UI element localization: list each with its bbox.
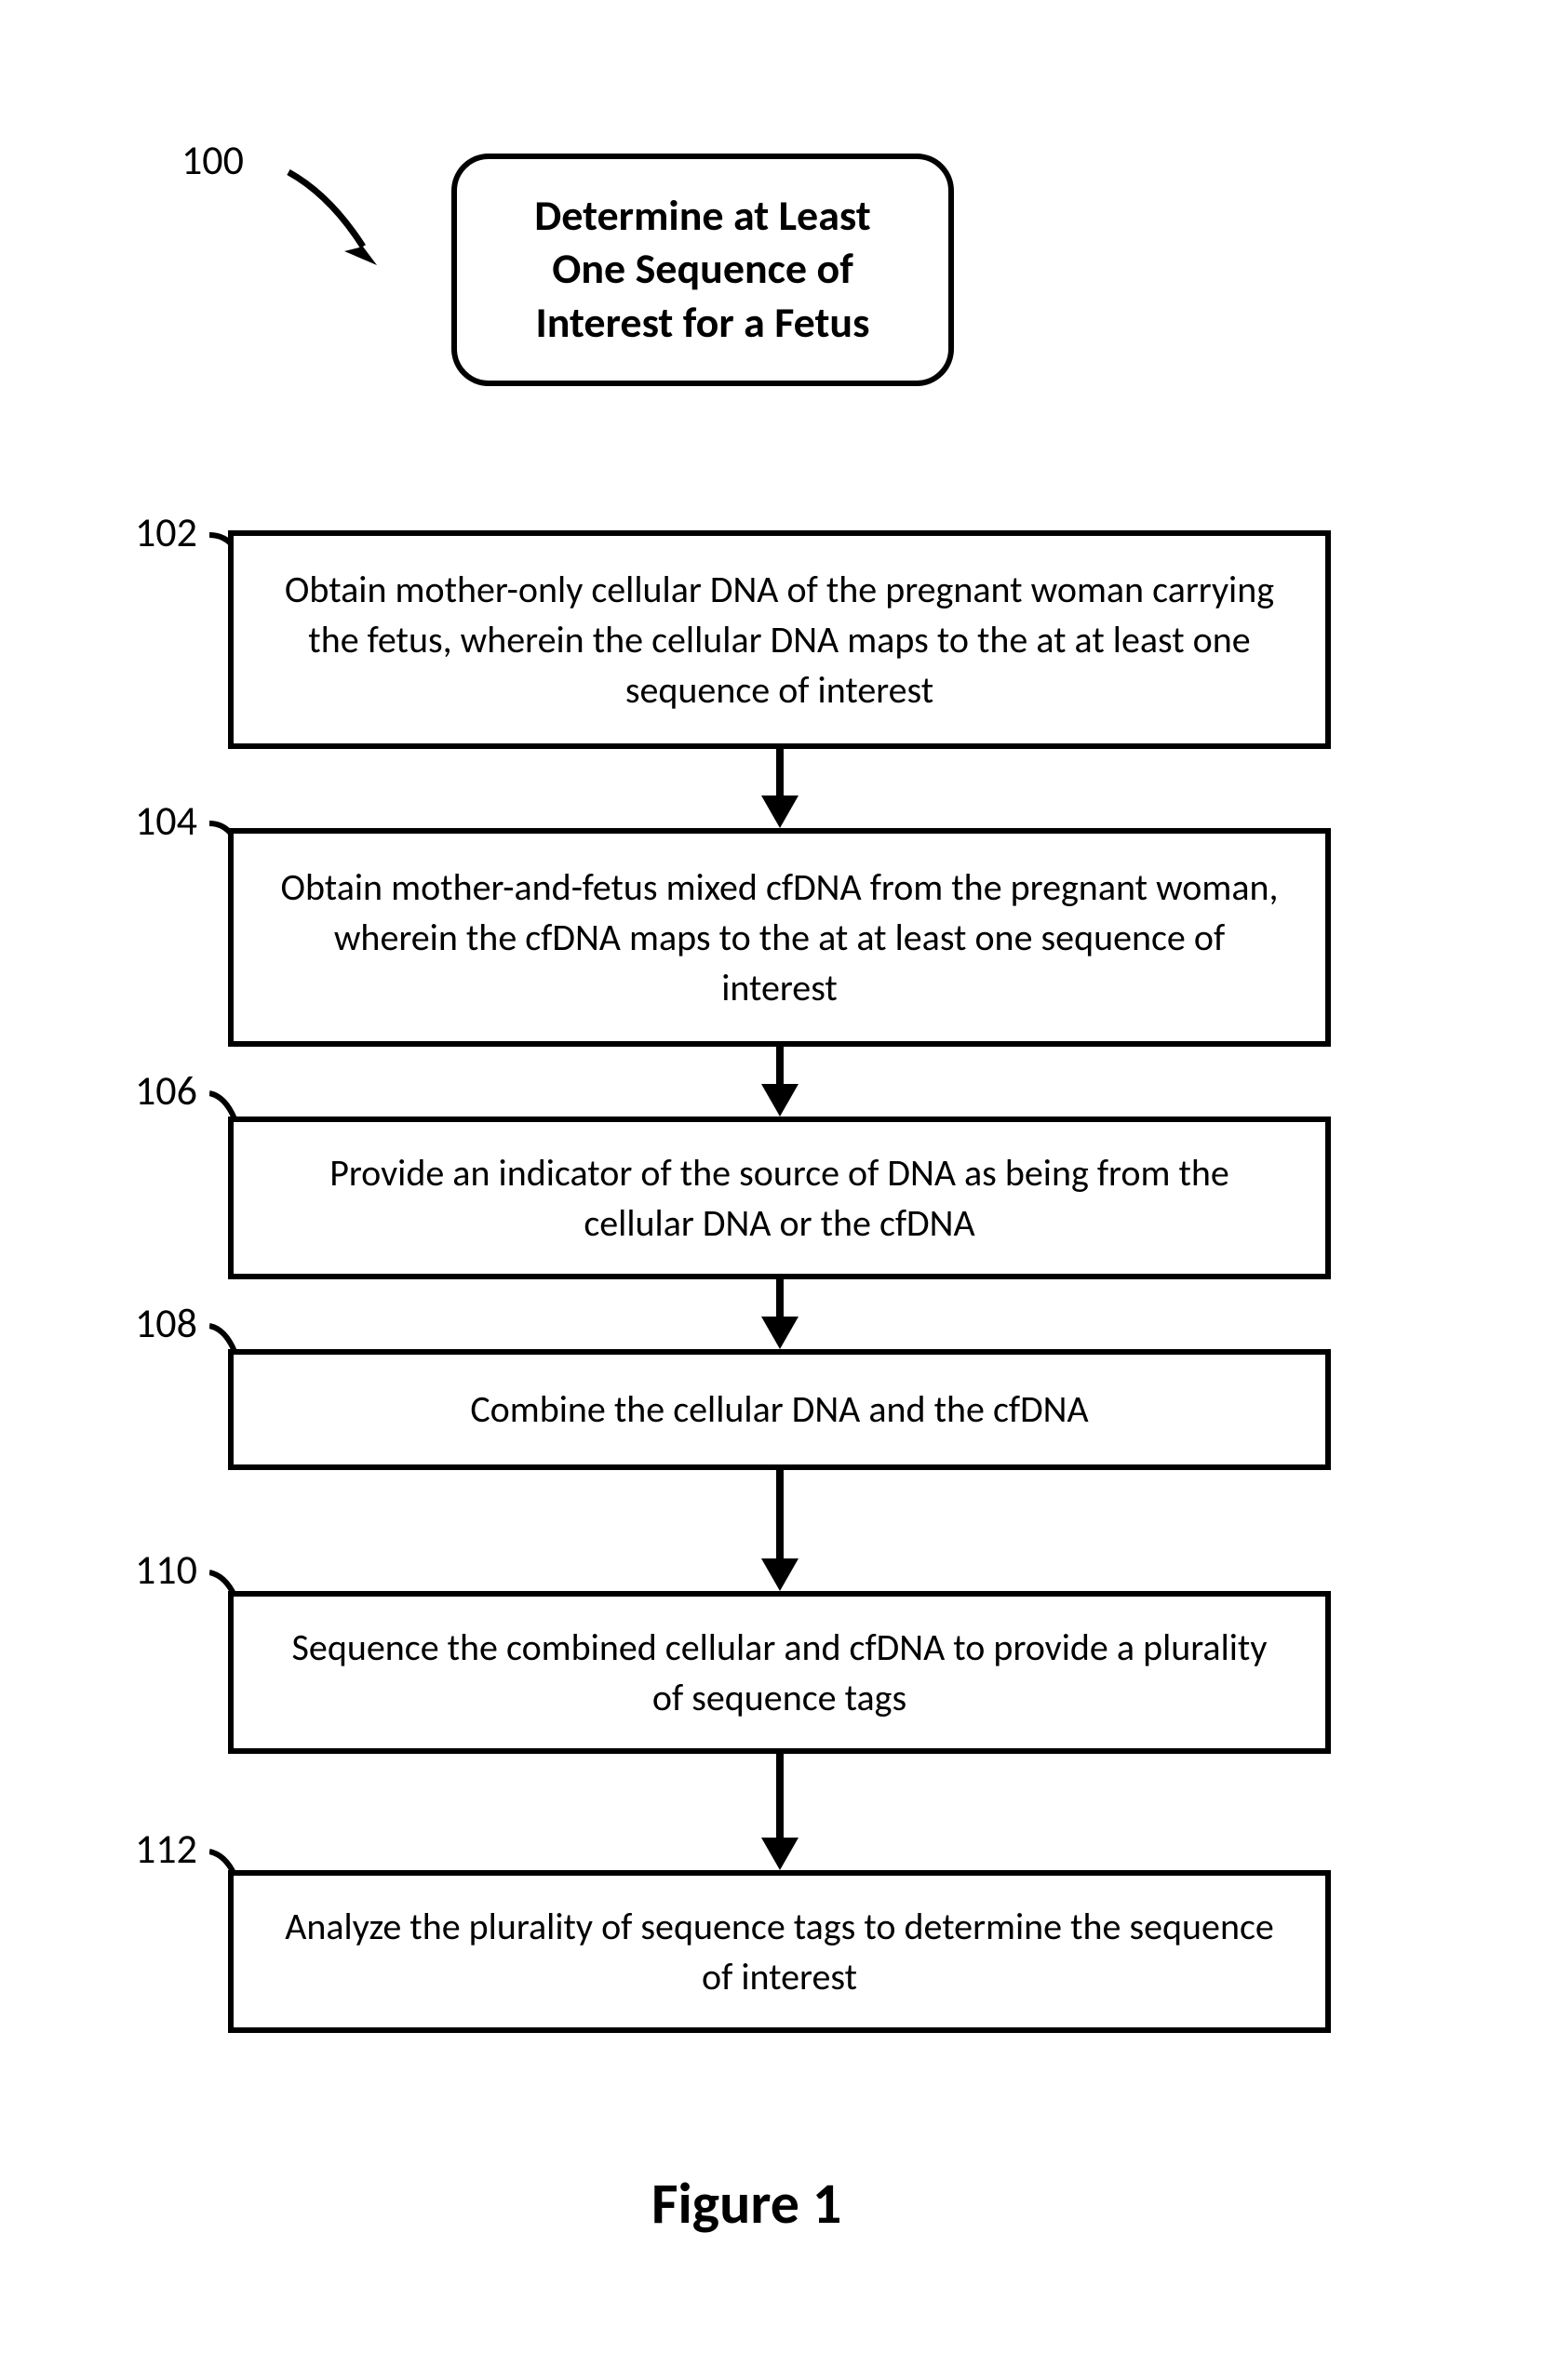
step-label-112: 112 [135, 1824, 197, 1874]
step-box-108: Combine the cellular DNA and the cfDNA [228, 1349, 1331, 1470]
figure-caption: Figure 1 [651, 2168, 841, 2239]
step-text-104: Obtain mother-and-fetus mixed cfDNA from… [280, 862, 1279, 1013]
flowchart-title-box: Determine at Least One Sequence of Inter… [451, 154, 954, 386]
step-box-106: Provide an indicator of the source of DN… [228, 1116, 1331, 1279]
diagram-number-label: 100 [181, 135, 244, 185]
step-text-106: Provide an indicator of the source of DN… [280, 1148, 1279, 1249]
flow-arrow-4 [757, 1470, 803, 1591]
step-label-104: 104 [135, 796, 197, 846]
step-box-112: Analyze the plurality of sequence tags t… [228, 1870, 1331, 2033]
step-text-108: Combine the cellular DNA and the cfDNA [470, 1384, 1088, 1435]
step-label-108: 108 [135, 1298, 197, 1348]
flow-arrow-5 [757, 1754, 803, 1870]
flow-arrow-2 [757, 1047, 803, 1116]
step-box-110: Sequence the combined cellular and cfDNA… [228, 1591, 1331, 1754]
flow-arrow-3 [757, 1279, 803, 1349]
step-text-102: Obtain mother-only cellular DNA of the p… [280, 565, 1279, 715]
step-text-110: Sequence the combined cellular and cfDNA… [280, 1623, 1279, 1723]
step-label-110: 110 [135, 1544, 197, 1595]
diagram-pointer-arrow [279, 163, 400, 284]
step-label-102: 102 [135, 507, 197, 557]
step-text-112: Analyze the plurality of sequence tags t… [280, 1902, 1279, 2002]
step-label-106: 106 [135, 1065, 197, 1116]
flow-arrow-1 [757, 749, 803, 828]
step-box-104: Obtain mother-and-fetus mixed cfDNA from… [228, 828, 1331, 1047]
flowchart-title-text: Determine at Least One Sequence of Inter… [494, 190, 911, 351]
step-box-102: Obtain mother-only cellular DNA of the p… [228, 530, 1331, 749]
